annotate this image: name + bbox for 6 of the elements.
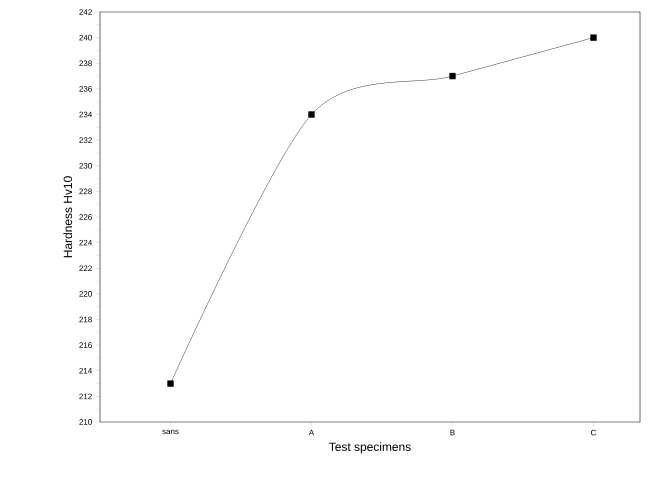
point bbox=[308, 111, 315, 118]
y-axis-title: Hardness Hv10 bbox=[63, 176, 72, 258]
point bbox=[590, 34, 597, 41]
x-axis-title: Test specimens bbox=[329, 442, 411, 454]
point bbox=[167, 380, 174, 387]
point bbox=[449, 72, 456, 80]
